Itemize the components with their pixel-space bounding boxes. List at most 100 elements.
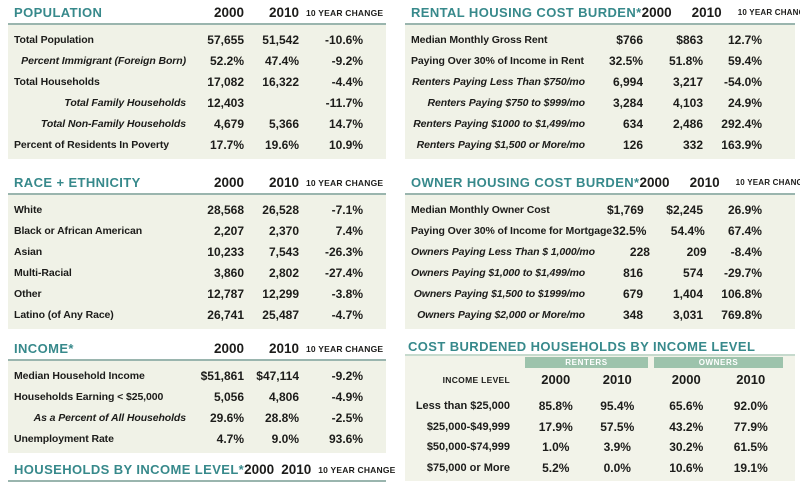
cell-2010: 4,103 [672,95,703,110]
cell-2000: 2,207 [213,223,244,238]
table-row: Total Non-Family Households 4,679 5,366 … [8,113,386,134]
table-row: Median Monthly Owner Cost $1,769 $2,245 … [405,199,795,220]
col-header-2010: 2010 [691,5,722,20]
cell-change: 769.8% [721,307,762,322]
owners-year-headers: 2000 2010 [654,372,783,387]
right-column: RENTAL HOUSING COST BURDEN* 2000 2010 10… [405,2,800,481]
table-row: Renters Paying $1000 to $1,499/mo 634 2,… [405,113,795,134]
table-row: White 28,568 26,528 -7.1% [8,199,386,220]
cell-2010: 9.0% [271,431,299,446]
cell-2000: 3,284 [612,95,643,110]
cell-change: 292.4% [721,116,762,131]
table-row: Multi-Racial 3,860 2,802 -27.4% [8,262,386,283]
col-header-2000: 2000 [641,5,672,20]
owners-values: 65.6% 92.0% [654,399,783,413]
col-header-2000: 2000 [213,5,244,20]
cell-change: -4.7% [331,307,363,322]
section-title-income: INCOME* [14,341,74,356]
table-row: Total Population 57,655 51,542 -10.6% [8,29,386,50]
cell-change: 24.9% [727,95,762,110]
cell-label: Other [14,287,42,300]
cell-label: Percent Immigrant (Foreign Born) [21,54,186,67]
income-level-label: INCOME LEVEL [442,374,510,385]
cell-change: -54.0% [723,74,762,89]
cell-change: 67.4% [727,223,762,238]
col-header-2010: 2010 [268,5,299,20]
cell-2010: 19.6% [264,137,299,152]
cell-change: 12.7% [727,32,762,47]
cell-2000: 12,403 [207,95,244,110]
cell-label: Owners Paying $2,000 or More/mo [417,308,585,321]
cell-owners-2010: 92.0% [733,399,768,414]
cell-label: $50,000-$74,999 [426,441,510,454]
table-row: Other 12,787 12,299 -3.8% [8,283,386,304]
cell-owners-2000: 10.6% [669,460,704,475]
table-row: Renters Paying $750 to $999/mo 3,284 4,1… [405,92,795,113]
cell-label: Asian [14,245,43,258]
cell-renters-2000: 85.8% [538,399,573,414]
income-table: INCOME* 2000 2010 10 YEAR CHANGE Median … [8,338,386,453]
cell-2010: 2,370 [268,223,299,238]
cell-2000: 26,741 [207,307,244,322]
cell-label: Median Monthly Owner Cost [411,203,550,216]
owner-header-row: OWNER HOUSING COST BURDEN* 2000 2010 10 … [405,172,800,195]
cell-label: Multi-Racial [14,266,72,279]
cost-burdened-header-row: INCOME LEVEL 2000 2010 2000 2010 [405,371,795,388]
col-header-owners-2010: 2010 [736,372,766,387]
renters-values: 85.8% 95.4% [525,399,648,413]
rental-body: Median Monthly Gross Rent $766 $863 12.7… [405,25,795,159]
cell-2000: 3,860 [213,265,244,280]
cell-renters-2000: 1.0% [542,440,570,455]
col-header-change: 10 YEAR CHANGE [306,177,384,188]
table-row: Total Households 17,082 16,322 -4.4% [8,71,386,92]
cell-change: 10.9% [328,137,363,152]
cell-2010: $863 [676,32,703,47]
cell-2010: 25,487 [262,307,299,322]
cell-label: Median Household Income [14,369,145,382]
cell-change: -8.4% [730,244,762,259]
table-row: Median Household Income $51,861 $47,114 … [8,365,386,386]
section-title-cost-burdened: COST BURDENED HOUSEHOLDS BY INCOME LEVEL [408,339,756,354]
cell-renters-2000: 17.9% [538,419,573,434]
cell-2010: 209 [686,244,707,259]
cell-label: White [14,203,43,216]
cell-2010: 3,031 [672,307,703,322]
group-header-renters: RENTERS [525,357,648,368]
section-title-race: RACE + ETHNICITY [14,175,141,190]
cell-change: -11.7% [325,95,363,110]
col-header-change: 10 YEAR CHANGE [306,343,384,354]
cell-2000: 17.7% [209,137,244,152]
cell-change: -7.1% [331,202,363,217]
table-row: Owners Paying Less Than $ 1,000/mo 228 2… [405,241,795,262]
section-title-owner: OWNER HOUSING COST BURDEN* [411,175,640,190]
cell-label: Total Family Households [64,96,186,109]
col-header-2010: 2010 [689,175,720,190]
cell-label: Black or African American [14,224,143,237]
renters-values: 17.9% 57.5% [525,420,648,434]
cell-2000: 4,679 [213,116,244,131]
cell-2000: 57,655 [207,32,244,47]
cell-2010: 51,542 [262,32,299,47]
cell-2010: 2,802 [268,265,299,280]
cell-2000: 679 [622,286,643,301]
population-table: POPULATION 2000 2010 10 YEAR CHANGE Tota… [8,2,386,159]
cell-change: -26.3% [324,244,363,259]
col-header-change: 10 YEAR CHANGE [306,7,384,18]
cell-change: 106.8% [721,286,762,301]
table-row: Asian 10,233 7,543 -26.3% [8,241,386,262]
cell-2000: $51,861 [200,368,244,383]
cell-renters-2010: 95.4% [600,399,635,414]
renters-values: 1.0% 3.9% [525,440,648,454]
table-row: Black or African American 2,207 2,370 7.… [8,220,386,241]
cell-owners-2010: 61.5% [733,440,768,455]
section-title-households-by-income: HOUSEHOLDS BY INCOME LEVEL* [14,462,245,477]
cell-change: 163.9% [721,137,762,152]
cell-2010: 47.4% [264,53,299,68]
table-row: Percent of Residents In Poverty 17.7% 19… [8,134,386,155]
cell-renters-2010: 57.5% [600,419,635,434]
cell-2000: 228 [629,244,650,259]
cell-label: Renters Paying Less Than $750/mo [411,75,585,88]
table-row: Median Monthly Gross Rent $766 $863 12.7… [405,29,795,50]
cell-change: -4.9% [331,389,363,404]
table-row: Less than $25,000 85.8% 95.4% 65.6% 92.0… [405,396,795,417]
